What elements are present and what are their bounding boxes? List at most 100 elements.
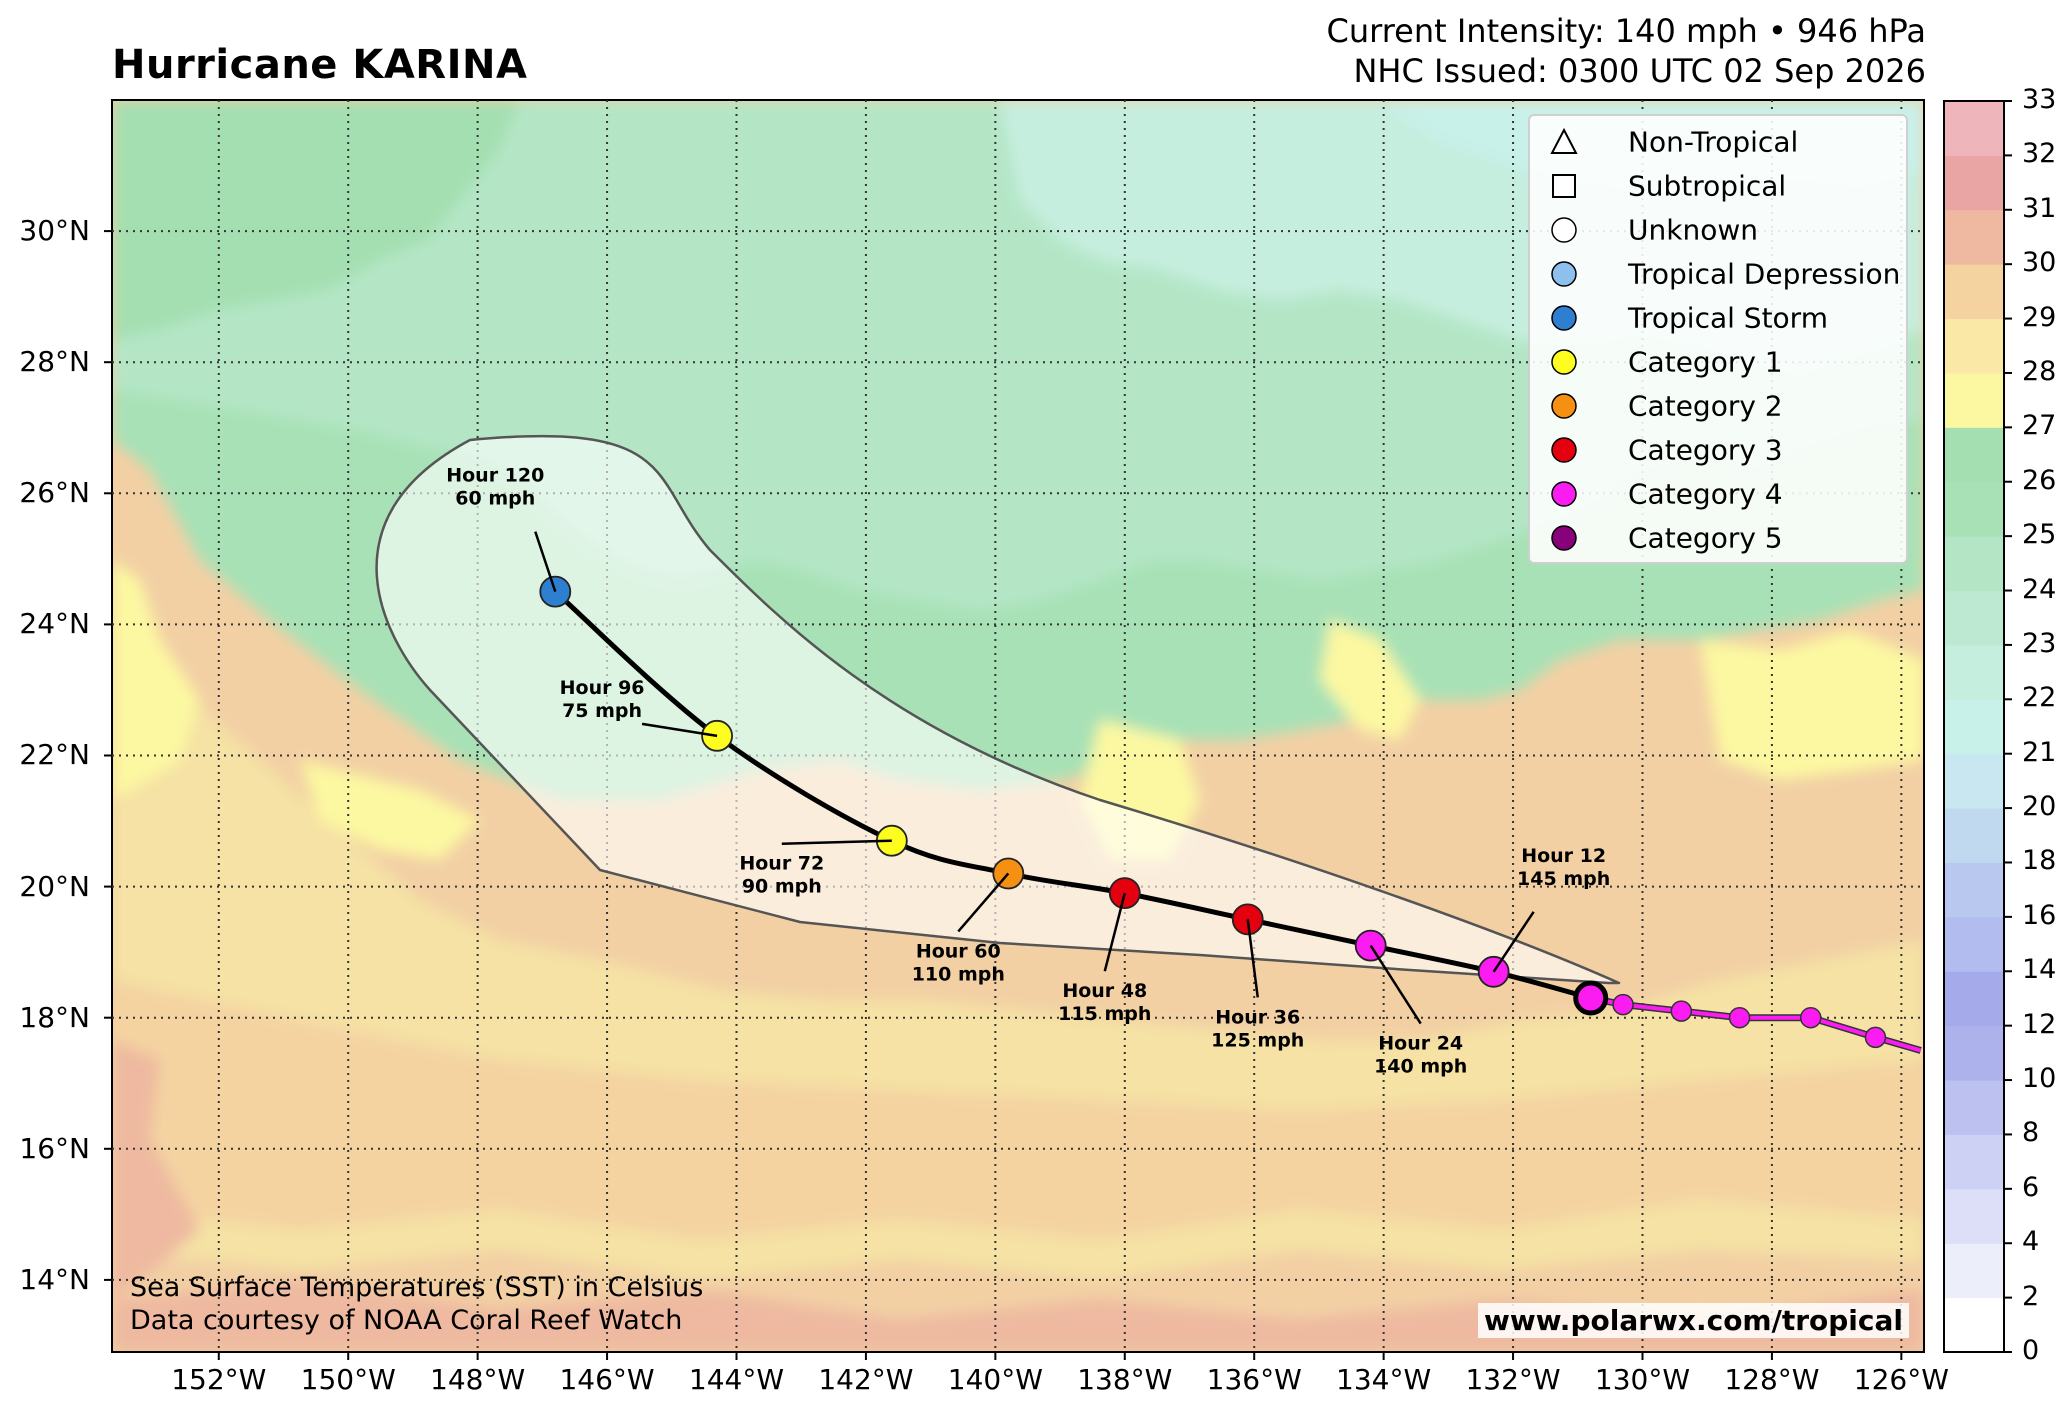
forecast-track-path: [552, 589, 1594, 1001]
past-position-marker: [1800, 1006, 1822, 1029]
legend-item: Category 5: [1530, 518, 1906, 558]
forecast-hour: Hour 120: [446, 465, 544, 487]
graticule: [104, 100, 1924, 1360]
colorbar-tick-label: 25: [2022, 519, 2057, 551]
colorbar-tick-label: 28: [2022, 355, 2057, 387]
label-leader: [641, 722, 718, 738]
forecast-label: Hour 24 140 mph: [1374, 1033, 1467, 1078]
lon-label: 130°W: [1594, 1363, 1691, 1396]
colorbar-segment: [1944, 699, 2004, 755]
colorbar-tick-label: 12: [2022, 1008, 2057, 1040]
colorbar-tick-label: 23: [2022, 627, 2057, 659]
lon-label: 140°W: [947, 1363, 1043, 1396]
lon-label: 126°W: [1853, 1363, 1949, 1396]
colorbar-segment: [1944, 209, 2004, 265]
legend-label: Category 1: [1628, 345, 1783, 379]
colorbar-segment: [1944, 1080, 2004, 1135]
colorbar-segment: [1944, 318, 2004, 374]
legend-label: Category 4: [1628, 477, 1783, 511]
legend-label: Tropical Depression: [1628, 257, 1901, 291]
colorbar-segment: [1944, 644, 2004, 700]
colorbar-segment: [1944, 1134, 2004, 1190]
forecast-label: Hour 96 75 mph: [560, 677, 645, 722]
colorbar-segment: [1944, 971, 2004, 1027]
forecast-wind: 115 mph: [1058, 1003, 1151, 1025]
colorbar-segment: [1944, 1243, 2004, 1299]
colorbar-segment: [1944, 753, 2004, 809]
label-leader: [781, 839, 892, 845]
colorbar-tick-label: 20: [2022, 791, 2057, 823]
colorbar-segment: [1944, 590, 2004, 646]
label-leader: [1103, 892, 1126, 972]
forecast-wind: 60 mph: [455, 488, 535, 510]
lon-label: 150°W: [300, 1363, 396, 1396]
colorbar-segment: [1944, 372, 2004, 428]
legend-label: Category 2: [1628, 389, 1783, 423]
legend-item: Subtropical: [1530, 166, 1906, 206]
legend-label: Subtropical: [1628, 169, 1787, 203]
colorbar-segment: [1944, 1188, 2004, 1244]
colorbar-tick-label: 32: [2022, 138, 2057, 170]
colorbar-tick-label: 22: [2022, 682, 2057, 714]
colorbar-tick-label: 10: [2022, 1063, 2057, 1095]
lat-label: 22°N: [19, 738, 90, 772]
lon-label: 136°W: [1206, 1363, 1302, 1396]
colorbar-tick-label: 29: [2022, 301, 2057, 333]
forecast-label: Hour 60 110 mph: [912, 940, 1005, 985]
forecast-wind: 75 mph: [562, 700, 642, 722]
colorbar-tick-label: 8: [2022, 1117, 2040, 1149]
legend-item: Unknown: [1530, 210, 1906, 250]
colorbar-tick-label: 18: [2022, 845, 2057, 877]
circle-icon: [1551, 305, 1577, 331]
circle-icon: [1551, 349, 1577, 375]
lat-label: 20°N: [19, 869, 90, 903]
lat-label: 30°N: [19, 214, 90, 248]
label-leader: [957, 872, 1010, 933]
colorbar-segment: [1944, 1025, 2004, 1081]
forecast-label: Hour 12 145 mph: [1517, 845, 1610, 890]
forecast-wind: 110 mph: [912, 963, 1005, 985]
colorbar-segment: [1944, 427, 2004, 483]
forecast-label: Hour 120 60 mph: [446, 465, 544, 510]
map-title: Hurricane KARINA: [112, 42, 528, 88]
legend-item: Tropical Storm: [1530, 298, 1906, 338]
circle-icon: [1551, 393, 1577, 419]
past-position-marker: [1728, 1006, 1751, 1029]
legend-label: Tropical Storm: [1628, 301, 1828, 335]
colorbar-frame: [1943, 100, 2005, 1353]
lat-label: 16°N: [19, 1131, 90, 1165]
lon-label: 134°W: [1336, 1363, 1432, 1396]
colorbar-tick-label: 14: [2022, 954, 2057, 986]
colorbar-segment: [1944, 1297, 2004, 1353]
colorbar-tick-label: 16: [2022, 899, 2057, 931]
forecast-hour: Hour 48: [1062, 980, 1147, 1002]
circle-icon: [1551, 525, 1577, 551]
storm-type-legend: Non-Tropical Subtropical Unknown Tropical D…: [1528, 114, 1908, 564]
lon-label: 146°W: [559, 1363, 655, 1396]
forecast-wind: 145 mph: [1517, 868, 1610, 890]
forecast-cone: [375, 434, 1621, 985]
lon-label: 152°W: [171, 1363, 267, 1396]
sst-caption: Sea Surface Temperatures (SST) in Celsiu…: [130, 1272, 704, 1303]
circle-icon: [1551, 481, 1577, 507]
past-position-marker: [1670, 1000, 1693, 1022]
colorbar-tick-label: 33: [2022, 84, 2057, 115]
current-position-marker: [1573, 980, 1609, 1016]
label-leader: [1369, 944, 1422, 1025]
forecast-label: Hour 48 115 mph: [1058, 980, 1151, 1025]
forecast-label: Hour 36 125 mph: [1211, 1006, 1304, 1051]
lon-label: 144°W: [688, 1363, 785, 1396]
triangle-icon: [1550, 127, 1578, 154]
legend-item: Non-Tropical: [1530, 122, 1906, 162]
colorbar-tick-label: 24: [2022, 573, 2057, 605]
colorbar-segment: [1944, 916, 2004, 972]
colorbar-segment: [1944, 264, 2004, 320]
nhc-issued-time: NHC Issued: 0300 UTC 02 Sep 2026: [1353, 52, 1926, 90]
colorbar: [1943, 100, 2012, 1353]
data-credit: Data courtesy of NOAA Coral Reef Watch: [130, 1305, 683, 1336]
forecast-hour: Hour 60: [916, 940, 1001, 962]
legend-item: Tropical Depression: [1530, 254, 1906, 294]
legend-item: Category 1: [1530, 342, 1906, 382]
forecast-hour: Hour 96: [560, 677, 645, 699]
colorbar-tick-label: 0: [2022, 1335, 2040, 1366]
